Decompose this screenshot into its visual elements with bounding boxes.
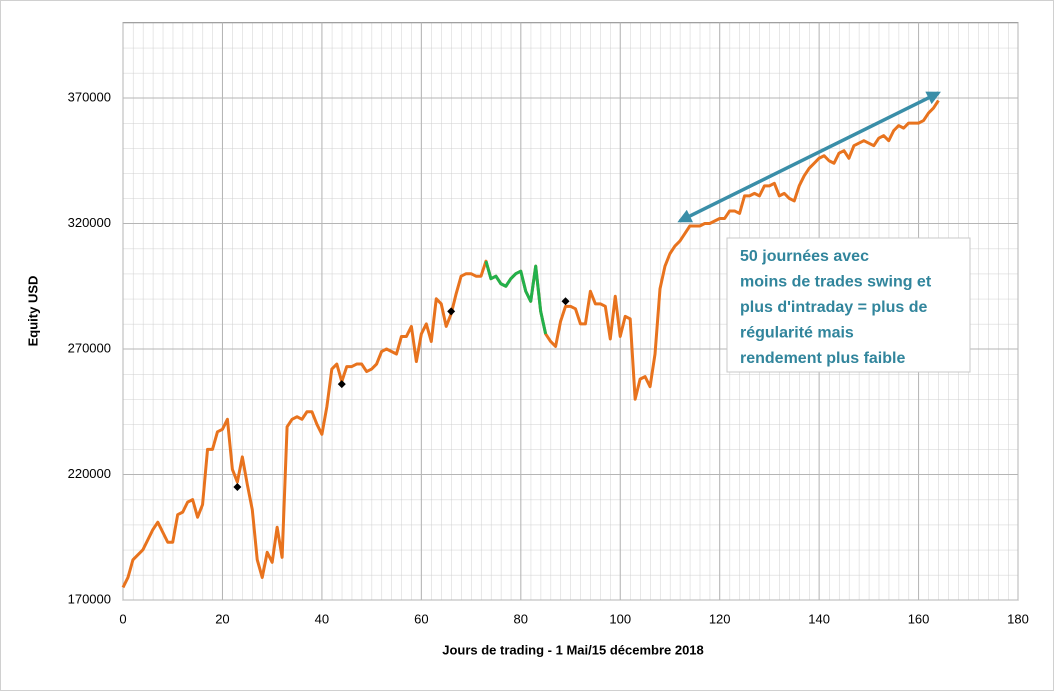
x-tick-label: 60 <box>414 611 428 626</box>
y-axis-title: Equity USD <box>25 276 40 347</box>
y-tick-label: 320000 <box>68 215 111 230</box>
x-tick-label: 180 <box>1007 611 1029 626</box>
y-tick-label: 170000 <box>68 591 111 606</box>
marker <box>337 380 346 389</box>
x-tick-label: 40 <box>315 611 329 626</box>
x-tick-label: 120 <box>709 611 731 626</box>
x-tick-label: 0 <box>119 611 126 626</box>
y-tick-label: 220000 <box>68 466 111 481</box>
marker <box>447 307 456 316</box>
x-tick-label: 80 <box>514 611 528 626</box>
annotation-text: moins de trades swing et <box>740 274 932 291</box>
y-tick-label: 270000 <box>68 340 111 355</box>
equity-line <box>484 260 548 335</box>
annotation-text: plus d'intraday = plus de <box>740 299 928 316</box>
x-tick-label: 100 <box>609 611 631 626</box>
annotation-text: régularité mais <box>740 325 854 342</box>
x-tick-label: 20 <box>215 611 229 626</box>
y-tick-label: 370000 <box>68 89 111 104</box>
marker <box>561 297 570 306</box>
x-tick-label: 160 <box>908 611 930 626</box>
x-axis-title: Jours de trading - 1 Mai/15 décembre 201… <box>442 642 704 657</box>
annotation-text: rendement plus faible <box>740 350 905 367</box>
x-tick-label: 140 <box>808 611 830 626</box>
arrow <box>677 91 941 223</box>
annotation-text: 50 journées avec <box>740 248 869 265</box>
marker <box>233 483 242 492</box>
annotation-box <box>726 237 971 373</box>
